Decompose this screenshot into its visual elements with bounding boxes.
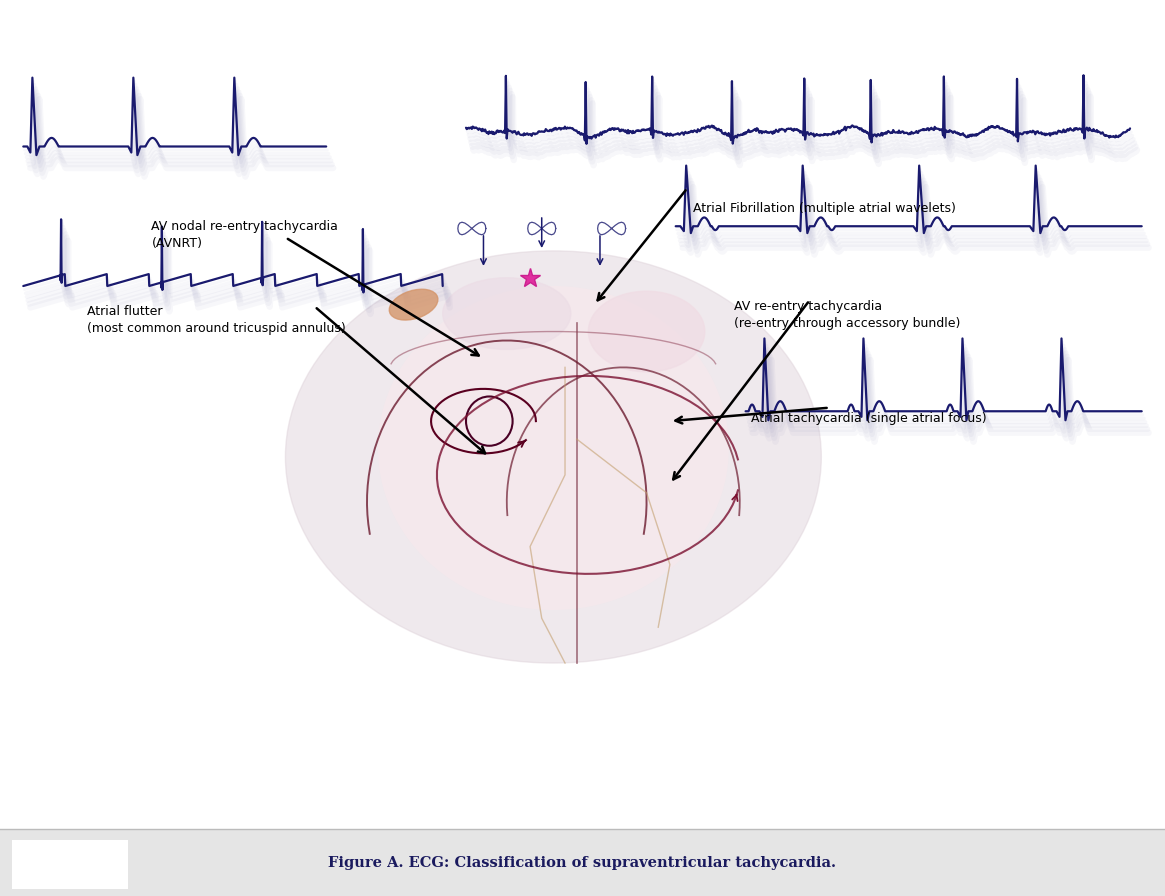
- Circle shape: [285, 251, 821, 663]
- Text: Atrial tachycardia (single atrial focus): Atrial tachycardia (single atrial focus): [751, 412, 987, 426]
- Text: AV re-entry tachycardia
(re-entry through accessory bundle): AV re-entry tachycardia (re-entry throug…: [734, 300, 960, 330]
- Ellipse shape: [588, 291, 705, 372]
- Text: Atrial flutter
(most common around tricuspid annulus): Atrial flutter (most common around tricu…: [87, 305, 346, 334]
- Text: AV nodal re-entry tachycardia
(AVNRT): AV nodal re-entry tachycardia (AVNRT): [151, 220, 338, 249]
- Ellipse shape: [379, 287, 728, 609]
- Bar: [12, 840, 128, 889]
- Ellipse shape: [389, 289, 438, 320]
- Ellipse shape: [443, 278, 571, 349]
- Text: Atrial Fibrillation (multiple atrial wavelets): Atrial Fibrillation (multiple atrial wav…: [693, 202, 956, 215]
- Bar: [0, 829, 1165, 896]
- Text: Figure A. ECG: Classification of supraventricular tachycardia.: Figure A. ECG: Classification of suprave…: [329, 856, 836, 870]
